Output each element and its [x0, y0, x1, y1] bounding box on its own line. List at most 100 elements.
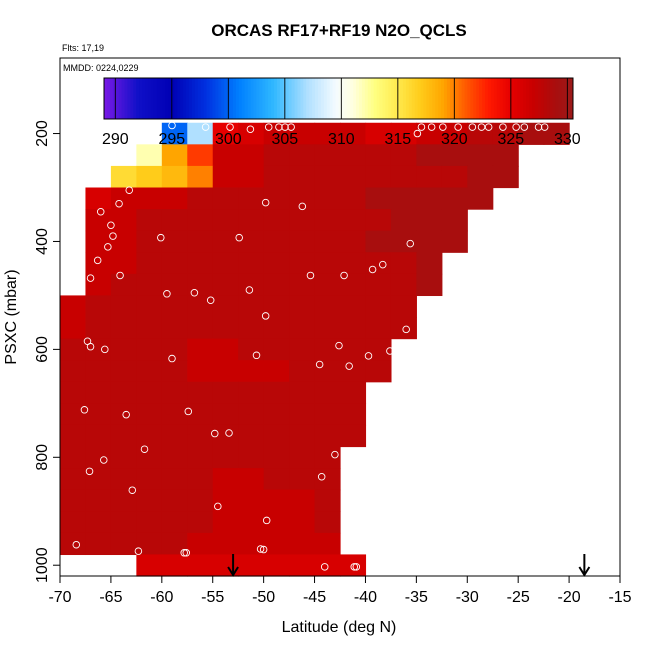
- heatmap-cell: [263, 317, 290, 340]
- heatmap-cell: [85, 424, 112, 448]
- heatmap-cell: [136, 165, 163, 189]
- data-points: [72, 121, 549, 571]
- heatmap-cell: [365, 144, 392, 167]
- heatmap-cell: [60, 511, 87, 534]
- colorbar-segment: [124, 78, 128, 119]
- colorbar-segment: [297, 78, 301, 119]
- heatmap-cell: [212, 489, 239, 512]
- heatmap-cell: [136, 230, 163, 253]
- heatmap-cell: [110, 511, 137, 534]
- colorbar-segment: [153, 78, 158, 119]
- data-point: [275, 123, 283, 131]
- heatmap-cell: [136, 511, 163, 534]
- colorbar-segment: [426, 78, 430, 119]
- colorbar-segment: [505, 78, 510, 119]
- colorbar-segment: [391, 78, 395, 119]
- heatmap-cell: [263, 230, 290, 253]
- colorbar-segment: [370, 78, 375, 119]
- x-tick-label: -50: [252, 589, 275, 606]
- colorbar-segment: [142, 78, 146, 119]
- x-tick-label: -60: [150, 589, 173, 606]
- heatmap-cell: [263, 338, 290, 361]
- heatmap-cell: [314, 360, 341, 383]
- heatmap-cell: [110, 295, 137, 318]
- data-point: [386, 347, 394, 355]
- heatmap-cell: [289, 532, 316, 556]
- colorbar-segment: [279, 78, 284, 119]
- heatmap-cell: [365, 209, 392, 232]
- colorbar-segment: [514, 78, 518, 119]
- heatmap-cell: [314, 381, 341, 404]
- colorbar-tick-label: 300: [215, 131, 242, 148]
- colorbar-segment: [230, 78, 234, 119]
- colorbar-segment: [265, 78, 269, 119]
- heatmap-cell: [340, 295, 367, 318]
- colorbar-segment: [461, 78, 466, 119]
- heatmap-cell: [110, 468, 137, 491]
- heatmap-cell: [85, 360, 112, 383]
- heatmap-cell: [110, 381, 137, 404]
- colorbar-segment: [473, 78, 477, 119]
- heatmap-cell: [60, 317, 87, 340]
- heatmap-cell: [110, 252, 137, 275]
- data-point: [86, 342, 95, 351]
- colorbar-segment: [485, 78, 489, 119]
- heatmap-cell: [187, 381, 214, 404]
- colorbar-segment: [546, 78, 551, 119]
- colorbar-segment: [241, 78, 246, 119]
- heatmap-cell: [390, 295, 417, 318]
- colorbar-segment: [537, 78, 542, 119]
- colorbar-segment: [520, 78, 524, 119]
- heatmap-cell: [136, 317, 163, 340]
- data-point: [226, 123, 234, 131]
- heatmap-cell: [543, 122, 570, 145]
- colorbar-segment: [417, 78, 422, 119]
- colorbar-segment: [259, 78, 263, 119]
- data-point: [402, 325, 410, 334]
- colorbar-segment: [224, 78, 228, 119]
- heatmap-cell: [212, 511, 239, 534]
- colorbar-segment: [332, 78, 337, 119]
- x-tick-label: -30: [456, 589, 479, 606]
- heatmap-cell: [314, 338, 341, 361]
- heatmap-cell: [238, 511, 265, 534]
- colorbar-segment: [186, 78, 190, 119]
- chart-title: ORCAS RF17+RF19 N2O_QCLS: [211, 21, 467, 40]
- colorbar-segment: [139, 78, 143, 119]
- data-point: [80, 406, 89, 414]
- data-point: [345, 362, 353, 370]
- colorbar-segment: [174, 78, 178, 119]
- heatmap-cell: [340, 144, 367, 167]
- colorbar-segment: [476, 78, 480, 119]
- y-tick-label: 1000: [34, 547, 51, 583]
- colorbar-segment: [552, 78, 556, 119]
- heatmap-cell: [365, 122, 392, 145]
- heatmap-cell: [263, 209, 290, 232]
- data-point: [235, 233, 243, 242]
- heatmap-cell: [85, 446, 112, 469]
- colorbar-segment: [397, 78, 401, 119]
- colorbar-segment: [118, 78, 123, 119]
- heatmap-cell: [365, 317, 392, 340]
- colorbar-segment: [356, 78, 360, 119]
- colorbar-segment: [256, 78, 260, 119]
- heatmap-cell: [314, 489, 341, 512]
- colorbar-segment: [458, 78, 463, 119]
- heatmap-cell: [340, 360, 367, 383]
- heatmap-cell: [441, 209, 468, 232]
- heatmap-cell: [238, 122, 265, 145]
- colorbar-segment: [183, 78, 187, 119]
- data-point: [122, 410, 130, 419]
- colorbar-segment: [317, 78, 322, 119]
- heatmap-cell: [289, 209, 316, 232]
- colorbar-segment: [238, 78, 243, 119]
- colorbar-segment: [291, 78, 296, 119]
- colorbar-segment: [180, 78, 184, 119]
- heatmap-cell: [161, 468, 188, 491]
- colorbar-segment: [262, 78, 266, 119]
- heatmap-cell: [263, 424, 290, 448]
- x-tick-label: -70: [48, 589, 71, 606]
- data-point: [512, 123, 520, 131]
- heatmap-cell: [136, 446, 163, 469]
- colorbar-segment: [449, 78, 454, 119]
